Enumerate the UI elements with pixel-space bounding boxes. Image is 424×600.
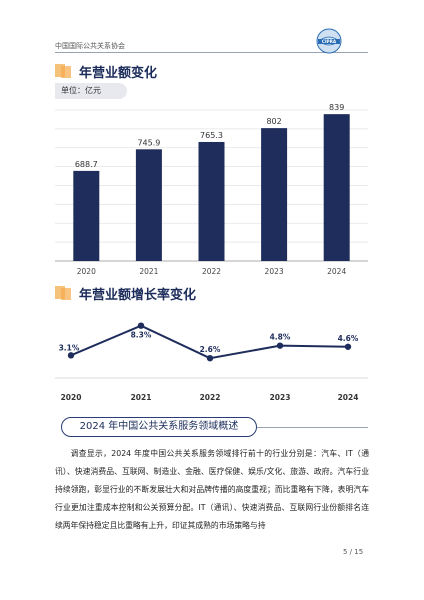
x-tick-label: 2020 (61, 393, 82, 402)
unit-label: 单位：亿元 (55, 83, 127, 99)
point-value-label: 3.1% (59, 343, 80, 352)
page-number: 5 / 15 (343, 548, 364, 556)
bar-2023 (261, 128, 288, 261)
bar-value-label: 839 (329, 103, 344, 112)
header-divider (55, 52, 368, 53)
x-tick-label: 2024 (327, 267, 346, 276)
growth-point-2020 (67, 352, 75, 359)
growth-point-2022 (206, 354, 214, 362)
revenue-section-title: 年营业额变化 (79, 66, 158, 81)
overview-divider (257, 427, 368, 428)
overview-paragraph: 调查显示，2024 年度中国公共关系服务领域排行前十的行业分别是：汽车、IT（通… (55, 449, 369, 530)
point-value-label: 2.6% (200, 345, 221, 354)
x-tick-label: 2020 (77, 267, 96, 276)
bar-2024 (323, 114, 350, 261)
heading-accent (61, 288, 71, 300)
overview-title: 2024 年中国公共关系服务领域概述 (61, 417, 257, 437)
growth-point-2024 (344, 343, 352, 350)
bar-value-label: 745.9 (137, 138, 160, 147)
growth-point-2021 (137, 322, 145, 329)
x-tick-label: 2023 (270, 393, 291, 402)
bar-2021 (135, 149, 162, 261)
heading-accent (61, 66, 71, 78)
growth-section-title: 年营业额增长率变化 (79, 288, 197, 303)
bar-2022 (198, 141, 225, 261)
point-value-label: 4.8% (270, 333, 291, 342)
point-value-label: 8.3% (131, 331, 152, 340)
x-tick-label: 2024 (338, 393, 359, 402)
growth-point-2023 (276, 342, 284, 349)
cipra-logo: CIPRA (316, 28, 342, 54)
heading-accent (55, 64, 65, 77)
logo-lettering: CIPRA (322, 39, 337, 44)
bar-value-label: 802 (266, 117, 281, 126)
bar-value-label: 765.3 (200, 131, 223, 140)
bar-2020 (73, 170, 100, 261)
x-tick-label: 2023 (265, 267, 284, 276)
heading-accent (55, 286, 65, 299)
x-tick-label: 2021 (139, 267, 158, 276)
header-org-name: 中国国际公共关系协会 (55, 42, 125, 50)
bar-value-label: 688.7 (75, 160, 98, 169)
revenue-bar-chart: 688.7 2020 745.9 2021 765.3 2022 802 2023 839 202… (55, 103, 368, 276)
x-tick-label: 2022 (200, 393, 221, 402)
x-tick-label: 2022 (202, 267, 221, 276)
point-value-label: 4.6% (338, 334, 359, 343)
x-tick-label: 2021 (131, 393, 152, 402)
growth-line-chart: 3.1% 2020 8.3% 2021 2.6% 2022 4.8% 2023 4.6% 2024 (55, 322, 368, 402)
